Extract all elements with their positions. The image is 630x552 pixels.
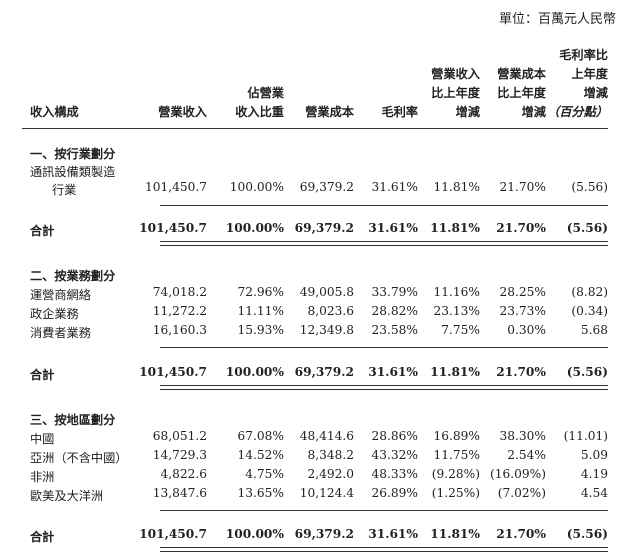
total-row: 合計 101,450.7 100.00% 69,379.2 31.61% 11.… [30, 221, 608, 238]
subtotal-rule [160, 510, 608, 511]
total-double-rule [160, 241, 608, 246]
table-row: 歐美及大洋洲 13,847.6 13.65% 10,124.4 26.89% (… [30, 486, 608, 503]
total-double-rule [160, 385, 608, 390]
header-cost-change: 營業成本 比上年度 增減 [497, 67, 546, 119]
header-margin-change: 毛利率比 上年度 增減 （百分點） [547, 48, 608, 119]
unit-note: 單位：百萬元人民幣 [498, 12, 616, 27]
section-title-region: 三、按地區劃分 [30, 413, 116, 427]
header-rule [22, 128, 608, 129]
header-cost: 營業成本 [305, 105, 354, 119]
table-row: 運營商網絡 74,018.2 72.96% 49,005.8 33.79% 11… [30, 285, 608, 302]
header-share: 佔營業 收入比重 [235, 86, 284, 119]
total-row: 合計 101,450.7 100.00% 69,379.2 31.61% 11.… [30, 527, 608, 544]
table-row: 政企業務 11,272.2 11.11% 8,023.6 28.82% 23.1… [30, 304, 608, 321]
subtotal-rule [160, 347, 608, 348]
table-row: 消費者業務 16,160.3 15.93% 12,349.8 23.58% 7.… [30, 323, 608, 340]
table-row: 中國 68,051.2 67.08% 48,414.6 28.86% 16.89… [30, 429, 608, 446]
section-title-industry: 一、按行業劃分 [30, 147, 116, 161]
section-title-business: 二、按業務劃分 [30, 269, 116, 283]
total-row: 合計 101,450.7 100.00% 69,379.2 31.61% 11.… [30, 365, 608, 382]
table-row: 亞洲（不含中國） 14,729.3 14.52% 8,348.2 43.32% … [30, 448, 608, 465]
header-rev-change: 營業收入 比上年度 增減 [431, 67, 480, 119]
header-margin: 毛利率 [381, 105, 418, 119]
table-row: 行業 101,450.7 100.00% 69,379.2 31.61% 11.… [52, 180, 608, 197]
total-double-rule [160, 547, 608, 552]
header-composition: 收入構成 [30, 105, 79, 119]
header-revenue: 營業收入 [158, 105, 207, 119]
table-row: 通訊設備類製造 [30, 165, 116, 179]
table-row: 非洲 4,822.6 4.75% 2,492.0 48.33% (9.28%) … [30, 467, 608, 484]
subtotal-rule [160, 205, 608, 206]
